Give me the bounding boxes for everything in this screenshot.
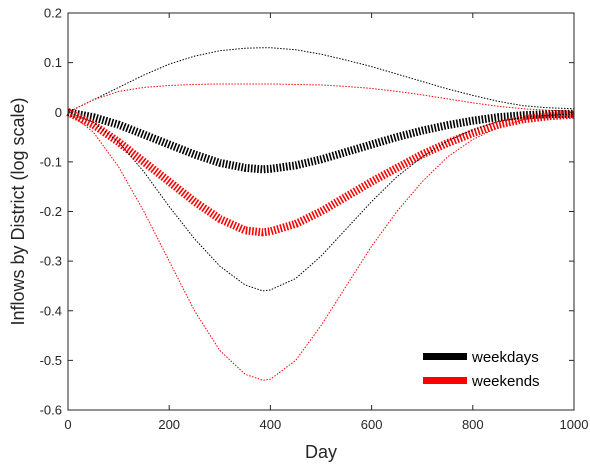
y-tick-label: -0.4 bbox=[40, 303, 62, 318]
y-tick-label: -0.6 bbox=[40, 403, 62, 418]
legend: weekdays weekends bbox=[423, 349, 540, 390]
legend-swatch-weekdays bbox=[423, 353, 467, 360]
series-layer bbox=[66, 47, 575, 381]
y-axis-title: Inflows by District (log scale) bbox=[8, 97, 28, 325]
x-tick-label: 200 bbox=[158, 417, 180, 432]
y-tick-label: -0.3 bbox=[40, 254, 62, 269]
plot-area bbox=[68, 13, 574, 410]
series-line-lower-bound-3 bbox=[67, 111, 575, 292]
series-line-upper-bound-4 bbox=[67, 83, 575, 113]
legend-label-weekends: weekends bbox=[471, 373, 540, 390]
x-tick-label: 1000 bbox=[560, 417, 589, 432]
y-tick-label: -0.1 bbox=[40, 154, 62, 169]
x-tick-label: 0 bbox=[64, 417, 71, 432]
x-tick-label: 800 bbox=[462, 417, 484, 432]
y-tick-label: -0.2 bbox=[40, 204, 62, 219]
x-tick-label: 400 bbox=[260, 417, 282, 432]
y-tick-label: 0.2 bbox=[44, 6, 62, 21]
y-tick-label: 0 bbox=[55, 105, 62, 120]
x-axis-title: Day bbox=[305, 442, 337, 462]
x-tick-label: 600 bbox=[361, 417, 383, 432]
series-line-weekdays bbox=[67, 108, 575, 174]
series-line-upper-bound-2 bbox=[67, 47, 575, 113]
legend-swatch-weekends bbox=[423, 377, 467, 384]
tick-layer: 0 200 400 600 800 1000 0.2 0.1 0 -0.1 -0.2 -0.3 -0.4… bbox=[40, 6, 589, 433]
series-line-weekends bbox=[66, 108, 575, 237]
y-tick-label: 0.1 bbox=[44, 55, 62, 70]
y-tick-label: -0.5 bbox=[40, 353, 62, 368]
legend-label-weekdays: weekdays bbox=[471, 349, 539, 366]
series-line-lower-bound-5 bbox=[67, 111, 575, 381]
